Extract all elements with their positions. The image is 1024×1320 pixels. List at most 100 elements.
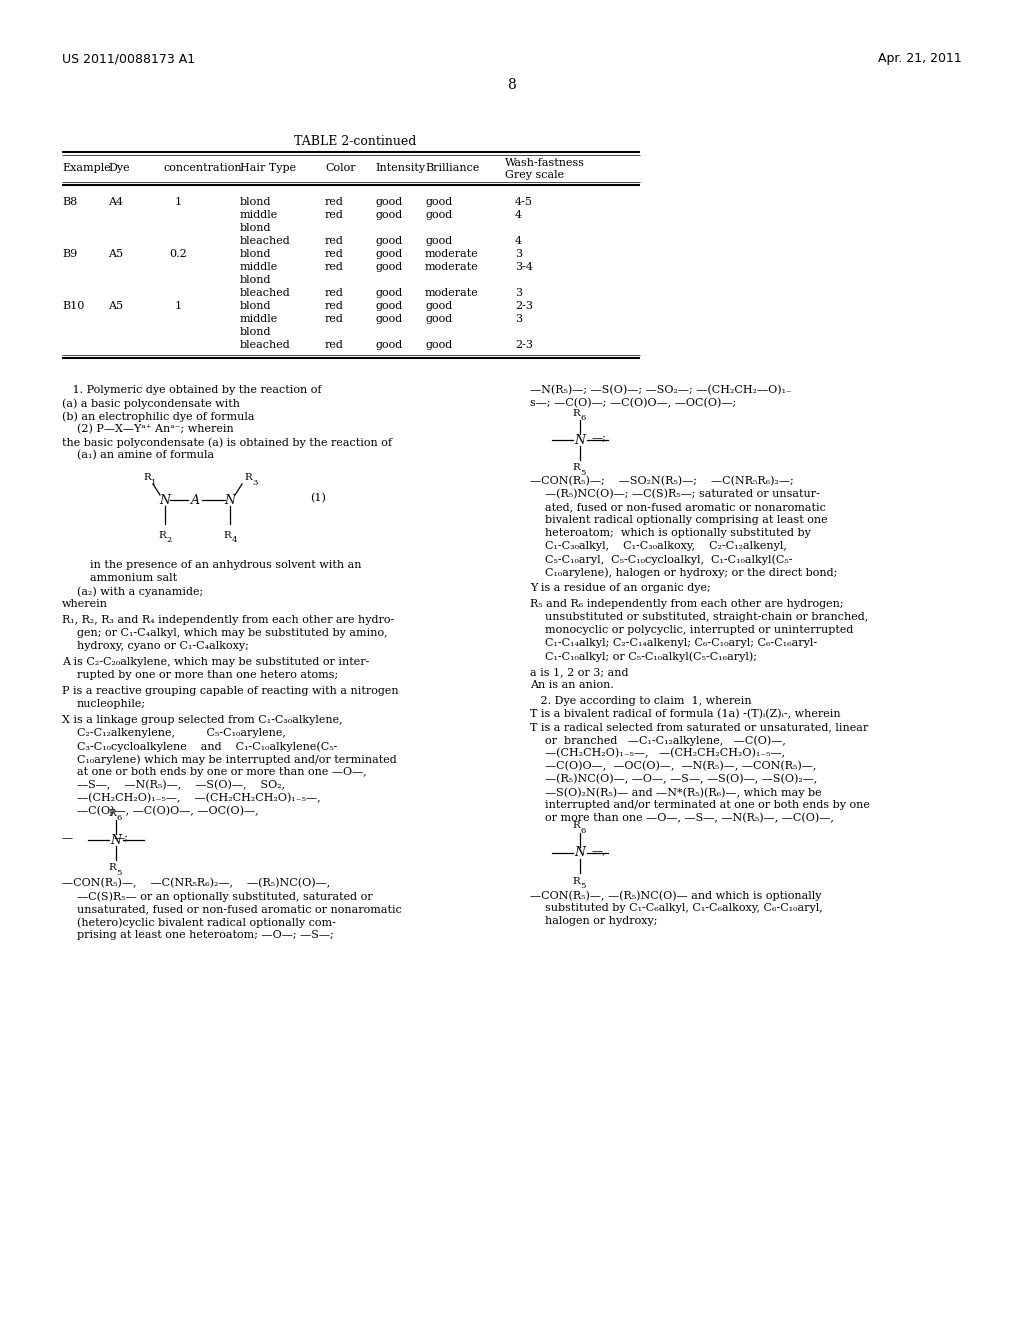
Text: —(CH₂CH₂O)₁₋₅—,    —(CH₂CH₂CH₂O)₁₋₅—,: —(CH₂CH₂O)₁₋₅—, —(CH₂CH₂CH₂O)₁₋₅—,: [77, 793, 321, 804]
Text: R₅ and R₆ independently from each other are hydrogen;: R₅ and R₆ independently from each other …: [530, 599, 844, 609]
Text: C₃-C₁₀cycloalkylene    and    C₁-C₁₀alkylene(C₅-: C₃-C₁₀cycloalkylene and C₁-C₁₀alkylene(C…: [77, 741, 337, 751]
Text: good: good: [425, 314, 453, 323]
Text: bleached: bleached: [240, 341, 291, 350]
Text: B8: B8: [62, 197, 77, 207]
Text: 3-4: 3-4: [515, 261, 534, 272]
Text: A: A: [190, 494, 200, 507]
Text: or  branched   —C₁-C₁₂alkylene,   —C(O)—,: or branched —C₁-C₁₂alkylene, —C(O)—,: [545, 735, 785, 746]
Text: C₅-C₁₀aryl,  C₅-C₁₀cycloalkyl,  C₁-C₁₀alkyl(C₅-: C₅-C₁₀aryl, C₅-C₁₀cycloalkyl, C₁-C₁₀alky…: [545, 554, 793, 565]
Text: R: R: [572, 876, 580, 886]
Text: moderate: moderate: [425, 261, 479, 272]
Text: N: N: [224, 494, 236, 507]
Text: good: good: [425, 341, 453, 350]
Text: T is a radical selected from saturated or unsaturated, linear: T is a radical selected from saturated o…: [530, 722, 868, 733]
Text: blond: blond: [240, 249, 271, 259]
Text: N: N: [574, 433, 586, 446]
Text: good: good: [425, 197, 453, 207]
Text: R₁, R₂, R₃ and R₄ independently from each other are hydro-: R₁, R₂, R₃ and R₄ independently from eac…: [62, 615, 394, 624]
Text: A4: A4: [108, 197, 123, 207]
Text: unsubstituted or substituted, straight-chain or branched,: unsubstituted or substituted, straight-c…: [545, 612, 868, 622]
Text: 4: 4: [231, 536, 237, 544]
Text: A is C₂-C₂₀alkylene, which may be substituted or inter-: A is C₂-C₂₀alkylene, which may be substi…: [62, 657, 370, 667]
Text: 6: 6: [117, 814, 122, 822]
Text: R: R: [109, 808, 116, 817]
Text: wherein: wherein: [62, 599, 108, 609]
Text: R: R: [572, 408, 580, 417]
Text: T is a bivalent radical of formula (1a) -(T)ᵢ(Z)ᵢ-, wherein: T is a bivalent radical of formula (1a) …: [530, 709, 841, 719]
Text: blond: blond: [240, 301, 271, 312]
Text: —C(O)—, —C(O)O—, —OC(O)—,: —C(O)—, —C(O)O—, —OC(O)—,: [77, 807, 259, 816]
Text: 1: 1: [152, 479, 157, 487]
Text: Color: Color: [325, 162, 355, 173]
Text: good: good: [375, 288, 402, 298]
Text: red: red: [325, 288, 344, 298]
Text: —N(R₅)—; —S(O)—; —SO₂—; —(CH₂CH₂—O)₁₋: —N(R₅)—; —S(O)—; —SO₂—; —(CH₂CH₂—O)₁₋: [530, 385, 792, 395]
Text: 4: 4: [515, 210, 522, 220]
Text: or more than one —O—, —S—, —N(R₅)—, —C(O)—,: or more than one —O—, —S—, —N(R₅)—, —C(O…: [545, 813, 834, 824]
Text: C₁-C₃₀alkyl,    C₁-C₃₀alkoxy,    C₂-C₁₂alkenyl,: C₁-C₃₀alkyl, C₁-C₃₀alkoxy, C₂-C₁₂alkenyl…: [545, 541, 786, 550]
Text: 0.2: 0.2: [169, 249, 186, 259]
Text: (1): (1): [310, 492, 326, 503]
Text: hydroxy, cyano or C₁-C₄alkoxy;: hydroxy, cyano or C₁-C₄alkoxy;: [77, 642, 249, 651]
Text: R: R: [223, 531, 230, 540]
Text: good: good: [425, 236, 453, 246]
Text: N: N: [111, 833, 122, 846]
Text: —C(S)R₅— or an optionally substituted, saturated or: —C(S)R₅— or an optionally substituted, s…: [77, 891, 373, 902]
Text: 3: 3: [515, 288, 522, 298]
Text: R: R: [572, 821, 580, 830]
Text: —(CH₂CH₂O)₁₋₅—,   —(CH₂CH₂CH₂O)₁₋₅—,: —(CH₂CH₂O)₁₋₅—, —(CH₂CH₂CH₂O)₁₋₅—,: [545, 748, 785, 759]
Text: —;: —;: [592, 433, 607, 444]
Text: halogen or hydroxy;: halogen or hydroxy;: [545, 916, 657, 927]
Text: substituted by C₁-C₆alkyl, C₁-C₆alkoxy, C₆-C₁₀aryl,: substituted by C₁-C₆alkyl, C₁-C₆alkoxy, …: [545, 903, 822, 913]
Text: 2-3: 2-3: [515, 341, 534, 350]
Text: 2-3: 2-3: [515, 301, 534, 312]
Text: concentration: concentration: [163, 162, 242, 173]
Text: middle: middle: [240, 210, 279, 220]
Text: in the presence of an anhydrous solvent with an: in the presence of an anhydrous solvent …: [90, 560, 361, 570]
Text: bleached: bleached: [240, 236, 291, 246]
Text: (hetero)cyclic bivalent radical optionally com-: (hetero)cyclic bivalent radical optional…: [77, 917, 336, 928]
Text: 3: 3: [515, 249, 522, 259]
Text: (2) P—X—Yᵃ⁺ Anᵃ⁻; wherein: (2) P—X—Yᵃ⁺ Anᵃ⁻; wherein: [77, 424, 233, 434]
Text: good: good: [375, 210, 402, 220]
Text: Intensity: Intensity: [375, 162, 425, 173]
Text: blond: blond: [240, 327, 271, 337]
Text: (b) an electrophilic dye of formula: (b) an electrophilic dye of formula: [62, 411, 255, 421]
Text: —(R₅)NC(O)—; —C(S)R₅—; saturated or unsatur-: —(R₅)NC(O)—; —C(S)R₅—; saturated or unsa…: [545, 488, 820, 499]
Text: 4: 4: [515, 236, 522, 246]
Text: N: N: [160, 494, 171, 507]
Text: ammonium salt: ammonium salt: [90, 573, 177, 583]
Text: red: red: [325, 301, 344, 312]
Text: A5: A5: [108, 301, 123, 312]
Text: good: good: [375, 236, 402, 246]
Text: —CON(R₅)—,    —C(NR₅R₆)₂—,    —(R₅)NC(O)—,: —CON(R₅)—, —C(NR₅R₆)₂—, —(R₅)NC(O)—,: [62, 878, 331, 888]
Text: B9: B9: [62, 249, 77, 259]
Text: —: —: [62, 833, 73, 843]
Text: Dye: Dye: [108, 162, 130, 173]
Text: N: N: [574, 846, 586, 859]
Text: interrupted and/or terminated at one or both ends by one: interrupted and/or terminated at one or …: [545, 800, 869, 810]
Text: good: good: [375, 301, 402, 312]
Text: C₁-C₁₄alkyl; C₂-C₁₄alkenyl; C₆-C₁₀aryl; C₆-C₁₆aryl-: C₁-C₁₄alkyl; C₂-C₁₄alkenyl; C₆-C₁₀aryl; …: [545, 638, 817, 648]
Text: US 2011/0088173 A1: US 2011/0088173 A1: [62, 51, 196, 65]
Text: red: red: [325, 261, 344, 272]
Text: red: red: [325, 341, 344, 350]
Text: a is 1, 2 or 3; and: a is 1, 2 or 3; and: [530, 667, 629, 677]
Text: rupted by one or more than one hetero atoms;: rupted by one or more than one hetero at…: [77, 671, 338, 680]
Text: R: R: [158, 531, 166, 540]
Text: gen; or C₁-C₄alkyl, which may be substituted by amino,: gen; or C₁-C₄alkyl, which may be substit…: [77, 628, 388, 638]
Text: blond: blond: [240, 197, 271, 207]
Text: —CON(R₅)—, —(R₅)NC(O)— and which is optionally: —CON(R₅)—, —(R₅)NC(O)— and which is opti…: [530, 890, 821, 900]
Text: heteroatom;  which is optionally substituted by: heteroatom; which is optionally substitu…: [545, 528, 811, 539]
Text: good: good: [425, 210, 453, 220]
Text: 3: 3: [515, 314, 522, 323]
Text: moderate: moderate: [425, 288, 479, 298]
Text: (a₂) with a cyanamide;: (a₂) with a cyanamide;: [77, 586, 203, 597]
Text: the basic polycondensate (a) is obtained by the reaction of: the basic polycondensate (a) is obtained…: [62, 437, 392, 447]
Text: good: good: [375, 314, 402, 323]
Text: unsaturated, fused or non-fused aromatic or nonaromatic: unsaturated, fused or non-fused aromatic…: [77, 904, 401, 913]
Text: C₁₀arylene) which may be interrupted and/or terminated: C₁₀arylene) which may be interrupted and…: [77, 754, 396, 764]
Text: Y is a residue of an organic dye;: Y is a residue of an organic dye;: [530, 583, 711, 593]
Text: (a₁) an amine of formula: (a₁) an amine of formula: [77, 450, 214, 461]
Text: 4-5: 4-5: [515, 197, 534, 207]
